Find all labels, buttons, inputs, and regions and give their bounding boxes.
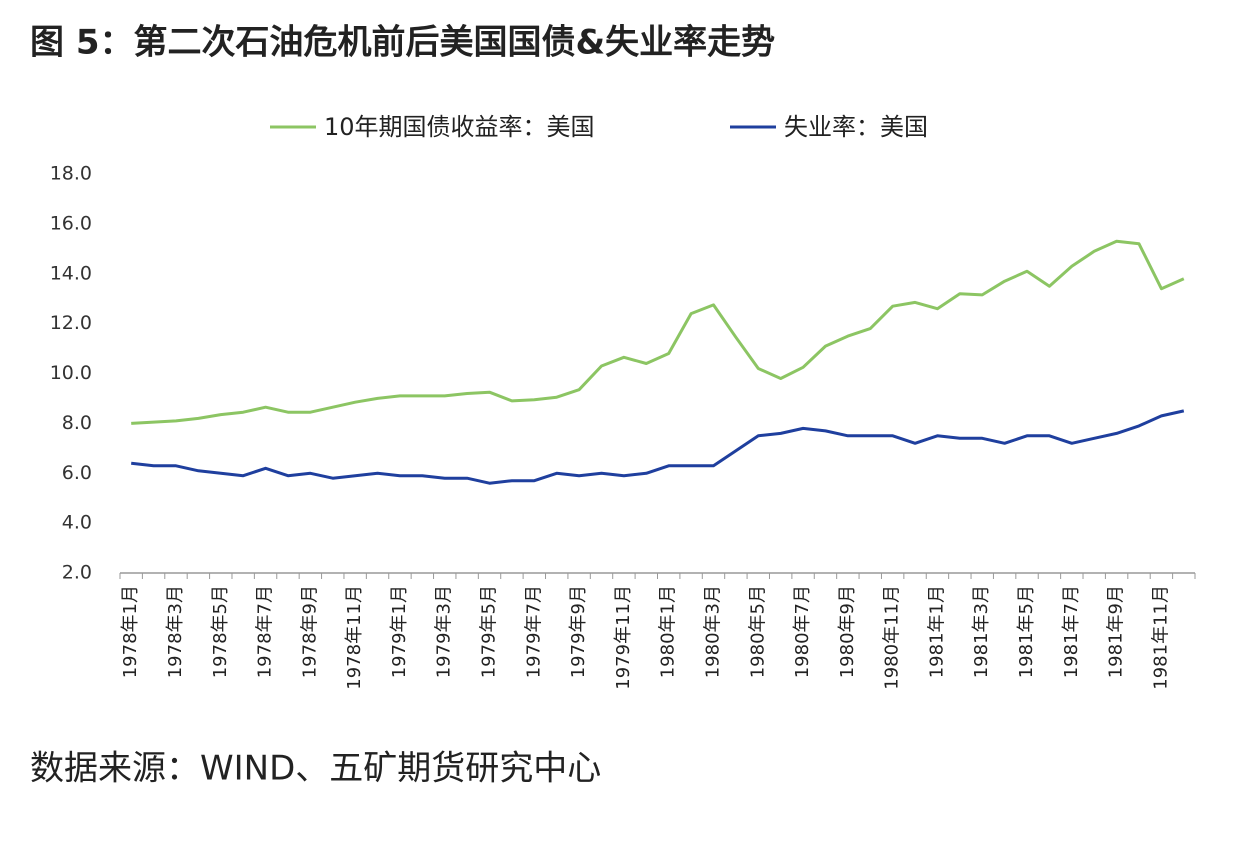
x-tick-label: 1980年11月: [882, 585, 903, 690]
x-tick-label: 1979年5月: [479, 585, 500, 678]
x-tick-label: 1979年11月: [613, 585, 634, 690]
y-tick-label: 12.0: [50, 312, 92, 334]
x-tick-label: 1981年5月: [1016, 585, 1037, 678]
x-tick-label: 1980年7月: [792, 585, 813, 678]
legend-label: 失业率：美国: [784, 113, 928, 141]
series-line: [131, 239, 1185, 425]
x-tick-label: 1978年1月: [120, 585, 141, 678]
chart-title: 图 5：第二次石油危机前后美国国债&失业率走势: [30, 23, 775, 63]
y-tick-label: 14.0: [50, 262, 92, 284]
x-tick-label: 1979年9月: [568, 585, 589, 678]
x-tick-label: 1979年3月: [434, 585, 455, 678]
x-tick-label: 1978年9月: [299, 585, 320, 678]
x-tick-label: 1981年9月: [1106, 585, 1127, 678]
y-tick-label: 2.0: [62, 562, 92, 584]
x-tick-label: 1981年7月: [1061, 585, 1082, 678]
x-tick-label: 1978年11月: [344, 585, 365, 690]
series-line: [131, 409, 1185, 485]
legend-label: 10年期国债收益率：美国: [324, 113, 595, 141]
x-tick-label: 1981年1月: [926, 585, 947, 678]
x-tick-label: 1980年9月: [837, 585, 858, 678]
x-tick-label: 1979年7月: [523, 585, 544, 678]
y-tick-label: 10.0: [50, 362, 92, 384]
x-tick-label: 1978年7月: [255, 585, 276, 678]
y-tick-label: 8.0: [62, 412, 92, 434]
x-tick-label: 1978年3月: [165, 585, 186, 678]
x-tick-label: 1980年5月: [747, 585, 768, 678]
y-tick-label: 18.0: [50, 163, 92, 185]
x-tick-label: 1981年11月: [1150, 585, 1171, 690]
y-tick-label: 4.0: [62, 512, 92, 534]
x-tick-label: 1980年1月: [658, 585, 679, 678]
x-tick-label: 1979年1月: [389, 585, 410, 678]
x-tick-label: 1981年3月: [971, 585, 992, 678]
source-note: 数据来源：WIND、五矿期货研究中心: [30, 749, 601, 789]
y-tick-label: 16.0: [50, 212, 92, 234]
y-tick-label: 6.0: [62, 462, 92, 484]
x-tick-label: 1978年5月: [210, 585, 231, 678]
x-tick-label: 1980年3月: [702, 585, 723, 678]
